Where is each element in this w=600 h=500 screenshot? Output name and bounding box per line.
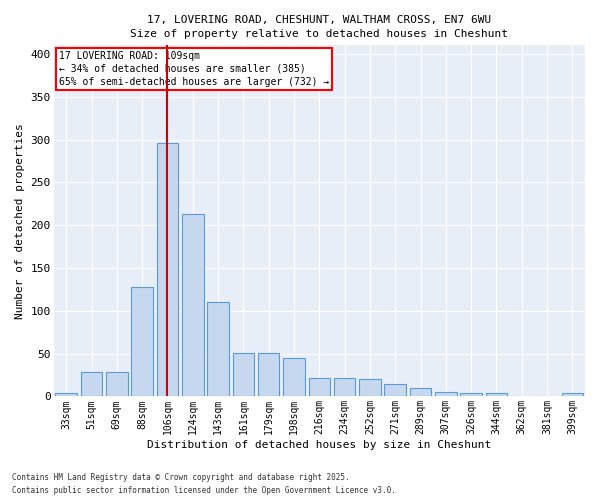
Text: 17 LOVERING ROAD: 109sqm
← 34% of detached houses are smaller (385)
65% of semi-: 17 LOVERING ROAD: 109sqm ← 34% of detach… xyxy=(59,50,329,87)
Bar xyxy=(106,372,128,396)
Text: Contains HM Land Registry data © Crown copyright and database right 2025.
Contai: Contains HM Land Registry data © Crown c… xyxy=(12,474,396,495)
Bar xyxy=(182,214,203,396)
Bar xyxy=(157,143,178,397)
Bar xyxy=(562,393,583,396)
Y-axis label: Number of detached properties: Number of detached properties xyxy=(15,123,25,319)
Bar xyxy=(485,393,507,396)
Bar xyxy=(435,392,457,396)
Bar xyxy=(460,393,482,396)
Bar xyxy=(385,384,406,396)
Bar xyxy=(258,352,280,397)
Bar xyxy=(81,372,102,396)
Bar xyxy=(283,358,305,397)
Bar xyxy=(208,302,229,396)
Bar xyxy=(308,378,330,396)
Bar xyxy=(334,378,355,396)
X-axis label: Distribution of detached houses by size in Cheshunt: Distribution of detached houses by size … xyxy=(147,440,491,450)
Bar xyxy=(131,287,153,397)
Title: 17, LOVERING ROAD, CHESHUNT, WALTHAM CROSS, EN7 6WU
Size of property relative to: 17, LOVERING ROAD, CHESHUNT, WALTHAM CRO… xyxy=(130,15,508,39)
Bar xyxy=(359,380,380,396)
Bar xyxy=(410,388,431,396)
Bar xyxy=(233,352,254,397)
Bar xyxy=(55,393,77,396)
